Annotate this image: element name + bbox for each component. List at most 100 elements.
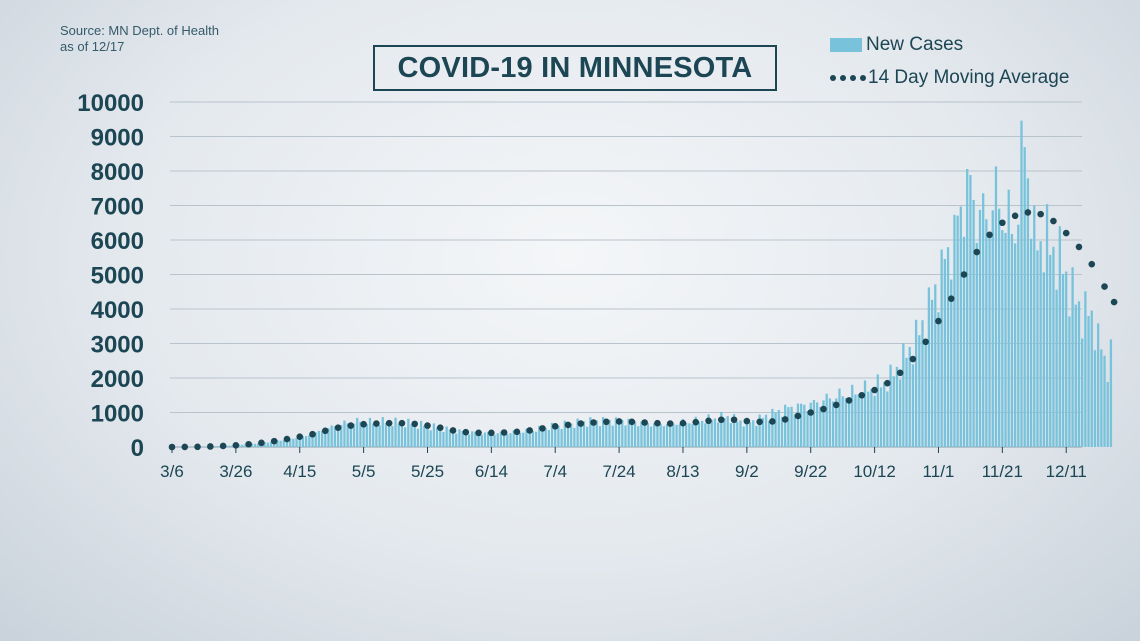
new-cases-bar — [659, 423, 662, 447]
new-cases-bar — [940, 249, 943, 447]
moving-average-dot — [488, 429, 495, 437]
new-cases-bar — [1039, 241, 1042, 447]
new-cases-bar — [324, 431, 327, 447]
new-cases-bar — [1026, 178, 1030, 447]
new-cases-bar — [809, 402, 812, 447]
x-tick-label: 11/1 — [923, 462, 955, 481]
new-cases-bar — [474, 431, 477, 447]
new-cases-bar — [1010, 233, 1014, 447]
new-cases-bar — [1055, 289, 1058, 447]
new-cases-bar — [397, 423, 400, 447]
new-cases-bar — [448, 429, 451, 447]
new-cases-bar — [359, 421, 362, 447]
dotted-line-swatch-icon — [830, 71, 866, 85]
y-tick-label: 5000 — [91, 263, 144, 290]
moving-average-dot — [1050, 217, 1057, 225]
new-cases-bar — [419, 420, 423, 447]
new-cases-bar — [777, 410, 780, 447]
x-tick-label: 3/26 — [219, 462, 252, 481]
new-cases-bar — [547, 430, 550, 447]
new-cases-bar — [490, 433, 493, 447]
bar-swatch-icon — [830, 37, 862, 52]
new-cases-bar — [835, 398, 838, 447]
new-cases-bar — [289, 438, 292, 447]
new-cases-bar — [531, 430, 535, 447]
moving-average-dot — [258, 439, 265, 447]
new-cases-bar — [742, 426, 745, 447]
legend-item-moving-average: 14 Day Moving Average — [830, 61, 1069, 94]
moving-average-dot — [603, 418, 610, 426]
new-cases-bar — [774, 412, 777, 447]
new-cases-bar — [231, 445, 234, 447]
new-cases-bar — [493, 434, 496, 447]
moving-average-dot — [526, 427, 533, 434]
new-cases-bar — [617, 420, 621, 447]
new-cases-bar — [630, 420, 634, 447]
new-cases-bar — [1074, 304, 1077, 447]
new-cases-bar — [700, 420, 704, 447]
new-cases-bar — [586, 426, 589, 447]
new-cases-bar — [649, 426, 653, 447]
new-cases-bar — [1007, 189, 1010, 447]
new-cases-bar — [793, 413, 796, 447]
new-cases-bar — [924, 342, 927, 447]
moving-average-dot — [398, 419, 406, 427]
new-cases-bar — [1090, 310, 1093, 447]
title-box: COVID-19 IN MINNESOTA — [373, 45, 777, 91]
new-cases-bar — [464, 431, 467, 447]
new-cases-bar — [723, 418, 726, 447]
new-cases-bar — [327, 428, 330, 447]
new-cases-bar — [831, 401, 835, 447]
new-cases-bar — [279, 440, 282, 447]
new-cases-bar — [1004, 232, 1007, 447]
new-cases-bar — [748, 422, 752, 447]
legend-label-moving-average: 14 Day Moving Average — [868, 66, 1070, 88]
new-cases-bar — [435, 427, 439, 447]
new-cases-bar — [362, 422, 365, 447]
moving-average-dot — [769, 418, 776, 425]
new-cases-bar — [522, 432, 525, 447]
new-cases-bar — [1061, 273, 1065, 447]
y-tick-label: 8000 — [91, 159, 144, 186]
new-cases-bar — [429, 430, 432, 447]
new-cases-bar — [950, 279, 953, 447]
new-cases-bar — [716, 422, 720, 447]
new-cases-bar — [317, 430, 321, 447]
new-cases-bar — [930, 299, 934, 447]
x-axis-ticks: 3/6 3/26 4/15 5/5 5/25 6/14 7/4 7/24 8/13 9/2 9/22… — [160, 447, 1087, 481]
new-cases-bar — [921, 320, 924, 447]
new-cases-bar — [512, 430, 515, 447]
moving-average-dot — [1088, 260, 1096, 268]
moving-average-dot — [385, 419, 393, 427]
new-cases-bar — [480, 434, 483, 447]
new-cases-bar — [978, 209, 982, 447]
new-cases-bar — [653, 423, 656, 447]
new-cases-bar — [336, 427, 340, 447]
new-cases-bar — [525, 428, 528, 447]
new-cases-bar — [627, 418, 630, 447]
new-cases-bar — [394, 417, 397, 447]
moving-average-dot — [858, 391, 866, 399]
new-cases-bar — [918, 335, 921, 447]
new-cases-bar — [458, 429, 461, 447]
new-cases-bar — [403, 427, 407, 447]
new-cases-bar — [694, 416, 697, 447]
source-date: as of 12/17 — [60, 39, 125, 54]
y-tick-label: 7000 — [91, 194, 144, 221]
new-cases-bar — [416, 428, 420, 447]
new-cases-bar — [761, 417, 764, 447]
new-cases-bar — [902, 343, 905, 447]
moving-average-dot — [999, 219, 1006, 227]
new-cases-bar — [1052, 246, 1055, 447]
new-cases-bar — [675, 424, 678, 447]
new-cases-bar — [729, 423, 733, 447]
legend-label-new-cases: New Cases — [866, 33, 964, 55]
moving-average-dot — [539, 425, 546, 432]
new-cases-bar — [1020, 120, 1023, 447]
new-cases-bar — [851, 384, 854, 447]
new-cases-bar — [1077, 301, 1081, 447]
new-cases-bar — [1106, 381, 1109, 447]
new-cases-bar — [269, 441, 273, 447]
moving-average-dot — [922, 338, 929, 346]
new-cases-bar — [883, 381, 886, 447]
